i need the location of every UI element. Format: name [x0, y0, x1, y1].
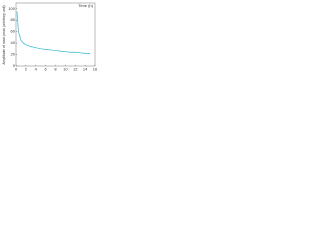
y-tick-label: 80 [11, 17, 16, 22]
page: {"chart_data":{"type":"line", "y_label":… [0, 0, 320, 74]
x-tick-label: 16 [93, 67, 98, 72]
x-tick-label: 10 [63, 67, 68, 72]
plot-frame [15, 2, 96, 67]
y-tick-label: 40 [11, 40, 16, 45]
x-tick-label: 14 [83, 67, 88, 72]
chart: Amplitude of main peak (arbitrary unit) … [2, 2, 98, 72]
x-tick-label: 6 [45, 67, 48, 72]
x-tick-label: 12 [73, 67, 78, 72]
x-tick-label: 4 [35, 67, 38, 72]
y-tick-label: 60 [11, 29, 16, 34]
y-tick-label: 100 [8, 6, 15, 11]
x-axis-label: Time (h) [78, 3, 93, 8]
x-tick-label: 8 [54, 67, 57, 72]
x-tick-label: 0 [15, 67, 18, 72]
y-tick-label: 0 [13, 63, 16, 68]
y-axis-label: Amplitude of main peak (arbitrary unit) [2, 5, 6, 64]
x-tick-label: 2 [25, 67, 28, 72]
y-tick-label: 20 [11, 52, 16, 57]
line [16, 11, 91, 54]
